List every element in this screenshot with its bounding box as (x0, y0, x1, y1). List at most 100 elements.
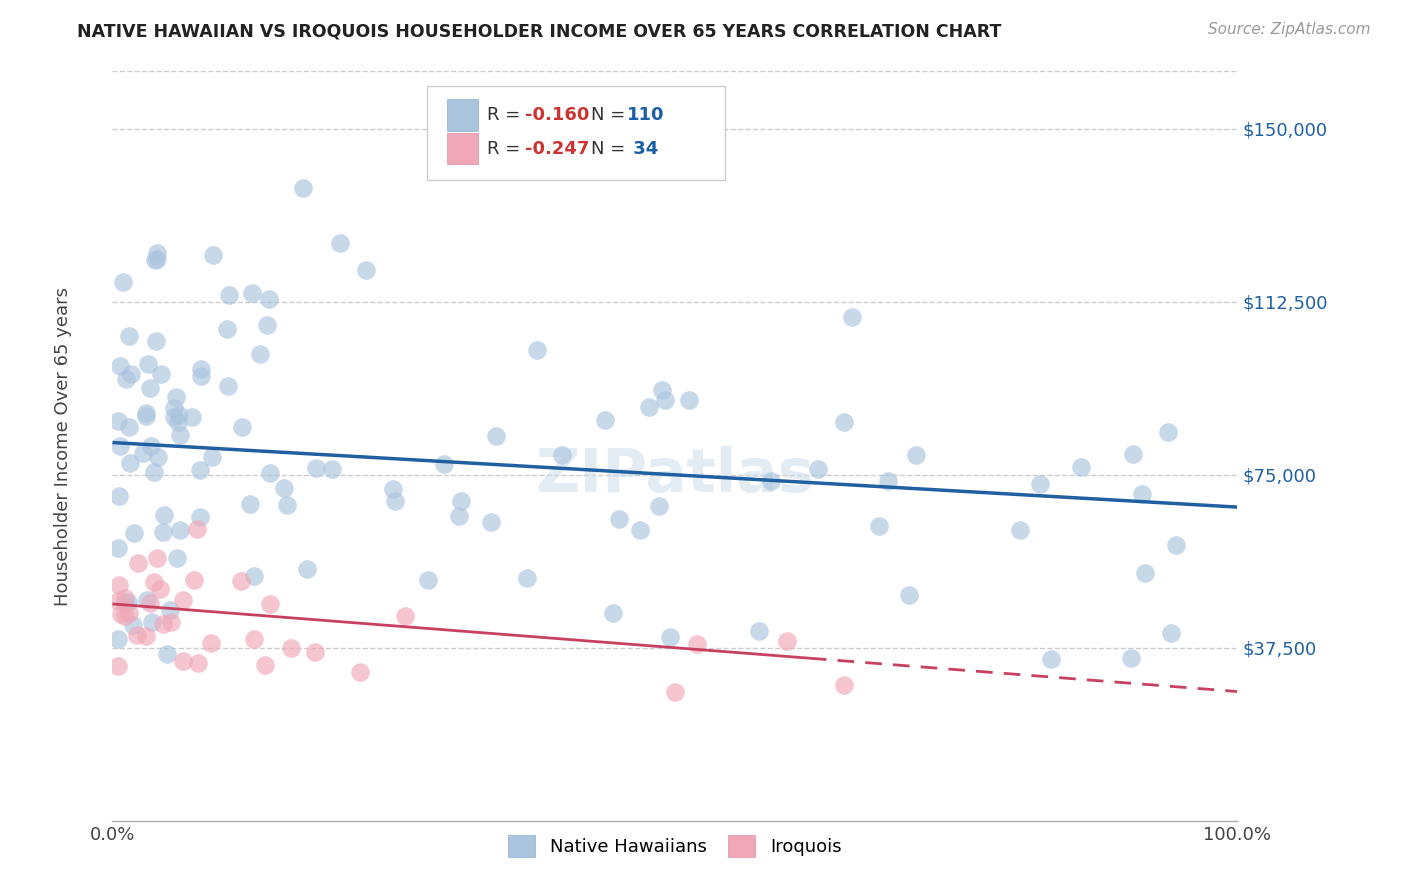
Legend: Native Hawaiians, Iroquois: Native Hawaiians, Iroquois (501, 828, 849, 864)
Point (305, 460, 328, 475)
Point (114, 596, 136, 610)
Point (217, 379, 239, 393)
Point (107, 414, 129, 428)
Point (394, 608, 416, 623)
Point (165, 390, 187, 404)
Text: 110: 110 (627, 106, 664, 124)
Point (135, 593, 157, 607)
Point (169, 524, 191, 538)
Point (187, 656, 209, 670)
Point (602, 606, 624, 620)
Point (295, 561, 318, 575)
Point (243, 632, 266, 647)
Point (107, 541, 129, 556)
Point (276, 499, 298, 513)
Point (1135, 566, 1157, 580)
Point (201, 450, 224, 464)
Point (1040, 652, 1063, 666)
Point (190, 361, 212, 376)
Point (1157, 425, 1180, 439)
Point (146, 246, 169, 260)
Point (240, 285, 263, 300)
Point (114, 591, 136, 606)
Point (479, 515, 502, 529)
Point (120, 457, 142, 471)
Point (115, 372, 138, 386)
Point (678, 393, 700, 408)
Text: R =: R = (486, 139, 526, 158)
Point (127, 556, 149, 570)
Point (159, 602, 181, 616)
Point (146, 252, 169, 266)
Point (898, 588, 921, 602)
Point (832, 678, 855, 692)
Point (259, 466, 281, 480)
Point (637, 400, 659, 414)
Point (117, 595, 139, 609)
Point (180, 409, 202, 424)
Point (146, 550, 169, 565)
Point (167, 408, 190, 422)
Point (593, 413, 616, 427)
Point (152, 524, 174, 539)
Point (607, 512, 630, 526)
Text: NATIVE HAWAIIAN VS IROQUOIS HOUSEHOLDER INCOME OVER 65 YEARS CORRELATION CHART: NATIVE HAWAIIAN VS IROQUOIS HOUSEHOLDER … (77, 22, 1001, 40)
Point (242, 569, 264, 583)
Text: -0.247: -0.247 (526, 139, 589, 158)
Point (526, 343, 548, 357)
Point (145, 334, 167, 348)
Point (1122, 446, 1144, 460)
Point (141, 439, 163, 453)
FancyBboxPatch shape (447, 133, 478, 164)
Point (239, 497, 262, 511)
Point (304, 645, 326, 659)
Point (832, 415, 855, 429)
Point (516, 571, 538, 585)
Point (111, 275, 134, 289)
Point (1070, 460, 1092, 475)
Point (167, 415, 190, 429)
Point (149, 582, 172, 596)
Point (1160, 626, 1182, 640)
Point (201, 248, 224, 262)
Point (120, 368, 142, 382)
Point (273, 481, 295, 495)
Point (1028, 477, 1050, 491)
Point (135, 406, 157, 420)
FancyBboxPatch shape (427, 87, 725, 180)
FancyBboxPatch shape (447, 99, 478, 130)
Point (257, 292, 280, 306)
Point (447, 509, 470, 524)
Point (114, 608, 136, 623)
Point (108, 489, 131, 503)
Text: Source: ZipAtlas.com: Source: ZipAtlas.com (1208, 22, 1371, 37)
Point (183, 573, 205, 587)
Point (122, 526, 145, 541)
Point (648, 499, 671, 513)
Point (776, 633, 799, 648)
Point (254, 658, 277, 673)
Point (108, 578, 131, 592)
Point (1130, 487, 1153, 501)
Point (1121, 651, 1143, 665)
Point (748, 624, 770, 639)
Point (218, 288, 240, 302)
Point (761, 475, 783, 489)
Point (172, 592, 194, 607)
Point (163, 409, 186, 424)
Point (686, 637, 709, 651)
Point (152, 617, 174, 632)
Point (172, 655, 194, 669)
Point (292, 181, 315, 195)
Point (143, 253, 166, 268)
Point (122, 618, 145, 632)
Point (118, 329, 141, 343)
Point (349, 665, 371, 680)
Point (200, 636, 222, 650)
Point (143, 465, 166, 479)
Point (150, 367, 173, 381)
Point (188, 462, 211, 476)
Point (107, 632, 129, 647)
Point (450, 493, 472, 508)
Point (256, 318, 278, 332)
